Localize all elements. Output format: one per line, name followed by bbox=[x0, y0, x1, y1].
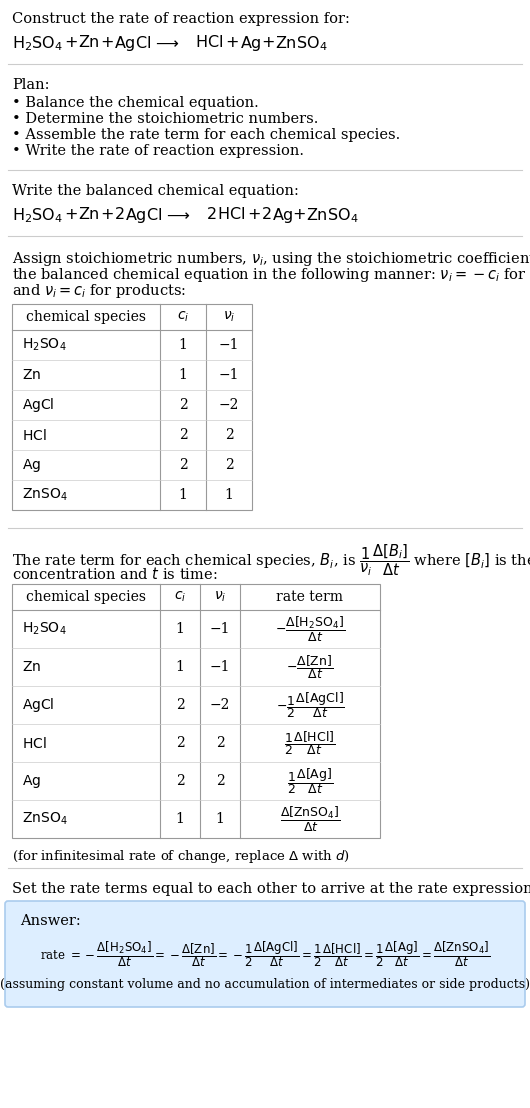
Text: $-\dfrac{\Delta[\mathrm{Zn}]}{\Delta t}$: $-\dfrac{\Delta[\mathrm{Zn}]}{\Delta t}$ bbox=[286, 653, 333, 681]
Text: $\mathrm{ZnSO_4}$: $\mathrm{ZnSO_4}$ bbox=[22, 811, 68, 828]
Text: −2: −2 bbox=[210, 698, 230, 712]
Text: −2: −2 bbox=[219, 398, 239, 412]
Text: $2$: $2$ bbox=[114, 206, 125, 223]
Text: • Determine the stoichiometric numbers.: • Determine the stoichiometric numbers. bbox=[12, 112, 319, 126]
Text: $\mathrm{Ag}$: $\mathrm{Ag}$ bbox=[240, 34, 262, 53]
Text: $\mathrm{AgCl}$: $\mathrm{AgCl}$ bbox=[114, 34, 151, 53]
Text: 1: 1 bbox=[175, 660, 184, 674]
Text: Construct the rate of reaction expression for:: Construct the rate of reaction expressio… bbox=[12, 12, 350, 25]
Text: 2: 2 bbox=[179, 458, 188, 472]
Text: −1: −1 bbox=[219, 368, 239, 382]
Text: $\dfrac{\Delta[\mathrm{ZnSO_4}]}{\Delta t}$: $\dfrac{\Delta[\mathrm{ZnSO_4}]}{\Delta … bbox=[280, 804, 340, 833]
Text: $\longrightarrow$: $\longrightarrow$ bbox=[163, 206, 190, 223]
Text: $\mathrm{ZnSO_4}$: $\mathrm{ZnSO_4}$ bbox=[22, 486, 68, 503]
Text: Plan:: Plan: bbox=[12, 78, 49, 92]
Text: chemical species: chemical species bbox=[26, 310, 146, 324]
Text: 2: 2 bbox=[175, 736, 184, 750]
Text: 2: 2 bbox=[179, 428, 188, 442]
Text: 1: 1 bbox=[179, 368, 188, 382]
Bar bbox=[12, 584, 380, 838]
Text: The rate term for each chemical species, $B_i$, is $\dfrac{1}{\nu_i}\dfrac{\Delt: The rate term for each chemical species,… bbox=[12, 542, 530, 577]
Text: 1: 1 bbox=[179, 488, 188, 502]
Text: $c_i$: $c_i$ bbox=[177, 310, 189, 325]
Text: Assign stoichiometric numbers, $\nu_i$, using the stoichiometric coefficients, $: Assign stoichiometric numbers, $\nu_i$, … bbox=[12, 250, 530, 268]
Text: $\mathrm{Zn}$: $\mathrm{Zn}$ bbox=[78, 206, 100, 223]
Text: $\mathrm{Ag}$: $\mathrm{Ag}$ bbox=[272, 206, 294, 225]
Text: $\mathrm{ZnSO_4}$: $\mathrm{ZnSO_4}$ bbox=[275, 34, 328, 53]
Text: $c_i$: $c_i$ bbox=[174, 589, 186, 604]
Text: • Write the rate of reaction expression.: • Write the rate of reaction expression. bbox=[12, 144, 304, 158]
Text: −1: −1 bbox=[219, 338, 239, 352]
Text: $+$: $+$ bbox=[247, 206, 261, 223]
Text: $\mathrm{HCl}$: $\mathrm{HCl}$ bbox=[195, 34, 223, 51]
Text: Set the rate terms equal to each other to arrive at the rate expression:: Set the rate terms equal to each other t… bbox=[12, 882, 530, 896]
Text: 2: 2 bbox=[225, 458, 233, 472]
Bar bbox=[12, 304, 252, 510]
Text: $+$: $+$ bbox=[225, 34, 238, 51]
Text: (assuming constant volume and no accumulation of intermediates or side products): (assuming constant volume and no accumul… bbox=[0, 978, 530, 991]
Text: concentration and $t$ is time:: concentration and $t$ is time: bbox=[12, 566, 217, 582]
Text: $\dfrac{1}{2}\dfrac{\Delta[\mathrm{Ag}]}{\Delta t}$: $\dfrac{1}{2}\dfrac{\Delta[\mathrm{Ag}]}… bbox=[287, 766, 333, 796]
Text: $\longrightarrow$: $\longrightarrow$ bbox=[152, 34, 179, 51]
Text: $+$: $+$ bbox=[100, 206, 114, 223]
Text: 1: 1 bbox=[216, 812, 224, 825]
Text: 1: 1 bbox=[179, 338, 188, 352]
Text: 2: 2 bbox=[175, 774, 184, 788]
Text: $\mathrm{Zn}$: $\mathrm{Zn}$ bbox=[22, 660, 41, 674]
Text: $\mathrm{AgCl}$: $\mathrm{AgCl}$ bbox=[125, 206, 162, 225]
Text: $\mathrm{ZnSO_4}$: $\mathrm{ZnSO_4}$ bbox=[306, 206, 358, 225]
Text: 1: 1 bbox=[175, 622, 184, 636]
Text: chemical species: chemical species bbox=[26, 589, 146, 604]
Text: $-\dfrac{1}{2}\dfrac{\Delta[\mathrm{AgCl}]}{\Delta t}$: $-\dfrac{1}{2}\dfrac{\Delta[\mathrm{AgCl… bbox=[276, 690, 344, 720]
Text: $\mathrm{Ag}$: $\mathrm{Ag}$ bbox=[22, 772, 41, 790]
Text: Answer:: Answer: bbox=[20, 914, 81, 929]
Text: $\nu_i$: $\nu_i$ bbox=[214, 589, 226, 604]
Text: $-\dfrac{\Delta[\mathrm{H_2SO_4}]}{\Delta t}$: $-\dfrac{\Delta[\mathrm{H_2SO_4}]}{\Delt… bbox=[275, 615, 345, 644]
Text: $+$: $+$ bbox=[64, 206, 78, 223]
Text: $+$: $+$ bbox=[292, 206, 306, 223]
Text: $\mathrm{H_2SO_4}$: $\mathrm{H_2SO_4}$ bbox=[22, 337, 67, 353]
Text: rate $= -\dfrac{\Delta[\mathrm{H_2SO_4}]}{\Delta t} = -\dfrac{\Delta[\mathrm{Zn}: rate $= -\dfrac{\Delta[\mathrm{H_2SO_4}]… bbox=[40, 940, 490, 968]
Text: $+$: $+$ bbox=[100, 34, 114, 51]
Text: and $\nu_i = c_i$ for products:: and $\nu_i = c_i$ for products: bbox=[12, 283, 187, 300]
Text: $\mathrm{HCl}$: $\mathrm{HCl}$ bbox=[22, 428, 47, 442]
Text: $\mathrm{HCl}$: $\mathrm{HCl}$ bbox=[22, 736, 47, 750]
Text: 2: 2 bbox=[179, 398, 188, 412]
Text: the balanced chemical equation in the following manner: $\nu_i = -c_i$ for react: the balanced chemical equation in the fo… bbox=[12, 266, 530, 284]
Text: $+$: $+$ bbox=[261, 34, 275, 51]
Text: $\mathrm{H_2SO_4}$: $\mathrm{H_2SO_4}$ bbox=[12, 34, 63, 53]
Text: 2: 2 bbox=[225, 428, 233, 442]
Text: • Assemble the rate term for each chemical species.: • Assemble the rate term for each chemic… bbox=[12, 129, 400, 142]
Text: 2: 2 bbox=[216, 736, 224, 750]
Text: −1: −1 bbox=[210, 622, 230, 636]
Text: 1: 1 bbox=[175, 812, 184, 825]
Text: −1: −1 bbox=[210, 660, 230, 674]
Text: 2: 2 bbox=[175, 698, 184, 712]
Text: $\mathrm{AgCl}$: $\mathrm{AgCl}$ bbox=[22, 696, 55, 714]
Text: 2: 2 bbox=[216, 774, 224, 788]
Text: $\mathrm{AgCl}$: $\mathrm{AgCl}$ bbox=[22, 396, 55, 414]
Text: (for infinitesimal rate of change, replace $\Delta$ with $d$): (for infinitesimal rate of change, repla… bbox=[12, 848, 350, 865]
Text: rate term: rate term bbox=[277, 589, 343, 604]
Text: $\mathrm{H_2SO_4}$: $\mathrm{H_2SO_4}$ bbox=[22, 620, 67, 637]
Text: $\mathrm{HCl}$: $\mathrm{HCl}$ bbox=[217, 206, 245, 223]
Text: $\mathrm{Zn}$: $\mathrm{Zn}$ bbox=[78, 34, 100, 51]
Text: $2$: $2$ bbox=[261, 206, 271, 223]
Text: • Balance the chemical equation.: • Balance the chemical equation. bbox=[12, 96, 259, 110]
Text: $\mathrm{Ag}$: $\mathrm{Ag}$ bbox=[22, 456, 41, 473]
Text: $+$: $+$ bbox=[64, 34, 78, 51]
Text: $\mathrm{Zn}$: $\mathrm{Zn}$ bbox=[22, 368, 41, 382]
FancyBboxPatch shape bbox=[5, 901, 525, 1007]
Text: $\mathrm{H_2SO_4}$: $\mathrm{H_2SO_4}$ bbox=[12, 206, 63, 225]
Text: $2$: $2$ bbox=[206, 206, 216, 223]
Text: $\dfrac{1}{2}\dfrac{\Delta[\mathrm{HCl}]}{\Delta t}$: $\dfrac{1}{2}\dfrac{\Delta[\mathrm{HCl}]… bbox=[284, 729, 335, 757]
Text: Write the balanced chemical equation:: Write the balanced chemical equation: bbox=[12, 184, 299, 198]
Text: $\nu_i$: $\nu_i$ bbox=[223, 310, 235, 325]
Text: 1: 1 bbox=[225, 488, 233, 502]
